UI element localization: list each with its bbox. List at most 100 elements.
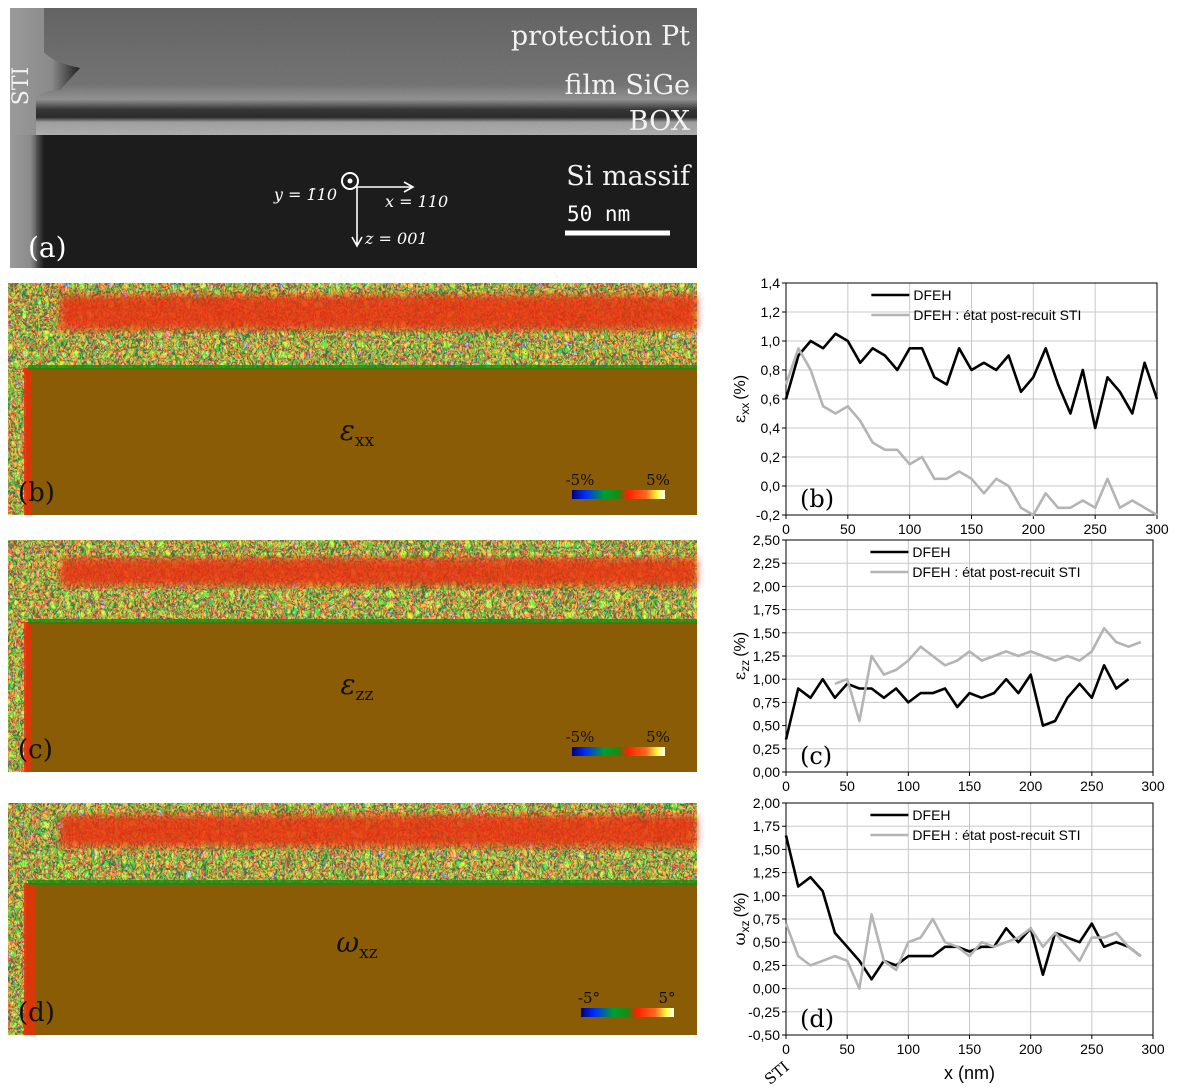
strain-map: εxx -5% 5% (b) bbox=[8, 283, 697, 515]
data-line bbox=[784, 332, 1159, 430]
tem-image: protection Pt film SiGe BOX Si massif ST… bbox=[9, 8, 697, 268]
map-film-band bbox=[60, 815, 697, 847]
plot-frame bbox=[785, 539, 1154, 773]
scale-bar-label: 50 nm bbox=[567, 202, 630, 226]
data-line bbox=[784, 913, 1142, 990]
y-label-symbol: ε bbox=[730, 672, 749, 680]
map-quantity: ωxz bbox=[336, 926, 377, 963]
map-sti-band bbox=[24, 883, 36, 1035]
y-tick-label: 1,00 bbox=[753, 888, 780, 904]
axis-out-of-plane bbox=[341, 172, 359, 190]
colorbar bbox=[581, 1008, 674, 1017]
y-tick-label: 0,2 bbox=[761, 449, 781, 465]
map-quantity: εzz bbox=[341, 668, 374, 705]
y-tick-label: -0,25 bbox=[748, 1004, 780, 1020]
panel-label: (d) bbox=[18, 998, 55, 1028]
x-axis-label: x (nm) bbox=[944, 1063, 995, 1083]
y-label-symbol: ω bbox=[730, 932, 749, 945]
x-tick-label: 300 bbox=[1141, 1041, 1165, 1057]
y-tick-label: 0,00 bbox=[753, 981, 780, 997]
legend-label: DFEH : état post-recuit STI bbox=[913, 307, 1081, 323]
x-tick-label: 50 bbox=[840, 521, 856, 537]
strain-map: ωxz -5° 5° (d) bbox=[8, 803, 697, 1035]
axis-label: z = 001 bbox=[364, 229, 428, 248]
colorbar-max: 5° bbox=[658, 989, 675, 1007]
colorbar-max: 5% bbox=[646, 471, 670, 489]
y-label-unit: (%) bbox=[732, 632, 749, 657]
map-sti-band bbox=[24, 368, 31, 515]
data-line bbox=[784, 347, 1158, 517]
legend-label: DFEH : état post-recuit STI bbox=[912, 827, 1080, 843]
x-tick-label: 300 bbox=[1141, 778, 1165, 794]
plot-frame bbox=[785, 802, 1154, 1036]
data-line bbox=[834, 626, 1142, 723]
y-tick-label: 1,25 bbox=[753, 648, 780, 664]
layer-label: Si massif bbox=[566, 161, 692, 192]
y-label-symbol: ε bbox=[730, 415, 749, 423]
strain-profiles: -0,2 0,0 0,2 0,4 0,6 0,8 1,0 1,2 1,4 0 50 100 150 200… bbox=[730, 275, 1169, 1088]
y-tick-label: 1,75 bbox=[753, 602, 780, 618]
y-tick-label: 0,25 bbox=[753, 741, 780, 757]
strain-maps: εxx-5% 5%(b)εzz-5% 5%(c)ωxz-5° 5°(d) bbox=[8, 283, 697, 1035]
x-tick-label: 50 bbox=[839, 1041, 855, 1057]
y-tick-label: 1,50 bbox=[753, 625, 780, 641]
legend-label: DFEH bbox=[912, 807, 950, 823]
x-tick-label: 0 bbox=[782, 1041, 790, 1057]
strain-map: εzz -5% 5% (c) bbox=[8, 540, 697, 772]
y-label-unit: (%) bbox=[732, 375, 749, 400]
sti-edge bbox=[10, 135, 44, 268]
x-tick-label: 100 bbox=[897, 778, 921, 794]
axis-z-arrow bbox=[351, 187, 363, 248]
x-tick-label: 250 bbox=[1080, 1041, 1104, 1057]
panel-label: (a) bbox=[28, 231, 67, 264]
y-tick-label: -0,2 bbox=[756, 507, 780, 523]
map-noise-sti bbox=[8, 283, 26, 515]
map-boundary bbox=[28, 365, 697, 370]
y-tick-label: 0,6 bbox=[761, 391, 781, 407]
y-tick-label: 1,75 bbox=[753, 818, 780, 834]
map-boundary bbox=[28, 619, 697, 624]
x-tick-label: 150 bbox=[958, 1041, 982, 1057]
axis-x-arrow bbox=[357, 181, 415, 193]
y-tick-label: 0,75 bbox=[753, 694, 780, 710]
quantity-symbol: ω bbox=[336, 926, 359, 959]
y-tick-label: 1,50 bbox=[753, 841, 780, 857]
legend-label: DFEH bbox=[912, 544, 950, 560]
quantity-symbol: ε bbox=[340, 414, 355, 447]
x-tick-label: 100 bbox=[898, 521, 922, 537]
data-line bbox=[784, 835, 1142, 981]
layer-label: film SiGe bbox=[564, 70, 690, 101]
axis-label: x = 110 bbox=[385, 192, 448, 211]
colorbar bbox=[572, 747, 665, 756]
panel-label: (b) bbox=[18, 478, 55, 508]
axis-label: y = 1̄10 bbox=[273, 185, 337, 204]
line-chart: -0,2 0,0 0,2 0,4 0,6 0,8 1,0 1,2 1,4 0 50 100 150 200… bbox=[730, 275, 1169, 537]
layer-label: protection Pt bbox=[511, 21, 690, 52]
y-label-unit: (%) bbox=[732, 893, 749, 918]
y-label-subscript: zz bbox=[738, 660, 752, 672]
y-label-subscript: xx bbox=[738, 403, 752, 415]
x-tick-label: 50 bbox=[839, 778, 855, 794]
x-tick-label: 250 bbox=[1083, 521, 1107, 537]
quantity-subscript: zz bbox=[356, 685, 374, 705]
map-quantity: εxx bbox=[340, 414, 375, 451]
y-tick-label: 2,00 bbox=[753, 578, 780, 594]
x-tick-label: 0 bbox=[782, 778, 790, 794]
map-noise-sti bbox=[8, 803, 26, 1035]
y-tick-label: 0,50 bbox=[753, 934, 780, 950]
y-tick-label: 2,50 bbox=[753, 532, 780, 548]
line-chart: -0,50 -0,25 0,00 0,25 0,50 0,75 1,00 1,25 1,50 1,… bbox=[730, 795, 1165, 1088]
x-tick-label: 200 bbox=[1019, 778, 1043, 794]
map-film-band bbox=[60, 558, 697, 586]
y-tick-label: 0,00 bbox=[753, 764, 780, 780]
y-tick-label: 0,75 bbox=[753, 911, 780, 927]
y-label-subscript: xz bbox=[738, 920, 752, 932]
y-axis-label: εxx (%) bbox=[730, 375, 752, 423]
quantity-subscript: xx bbox=[355, 431, 375, 451]
panel-label: (b) bbox=[800, 485, 834, 513]
colorbar-min: -5° bbox=[578, 989, 600, 1007]
colorbar-max: 5% bbox=[646, 728, 670, 746]
map-noise-sti bbox=[8, 540, 26, 772]
y-tick-label: 0,50 bbox=[753, 718, 780, 734]
y-tick-label: 1,00 bbox=[753, 671, 780, 687]
